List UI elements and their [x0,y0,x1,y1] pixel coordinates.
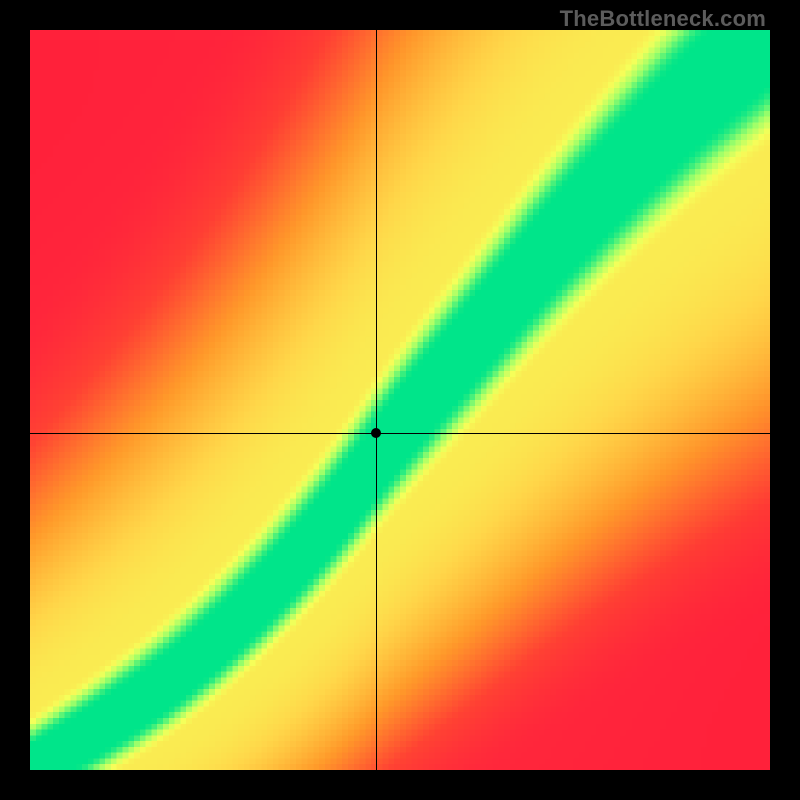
watermark-label: TheBottleneck.com [560,6,766,32]
crosshair-vertical [376,30,377,770]
crosshair-horizontal [30,433,770,434]
bottleneck-heatmap [30,30,770,770]
plot-area [30,30,770,770]
